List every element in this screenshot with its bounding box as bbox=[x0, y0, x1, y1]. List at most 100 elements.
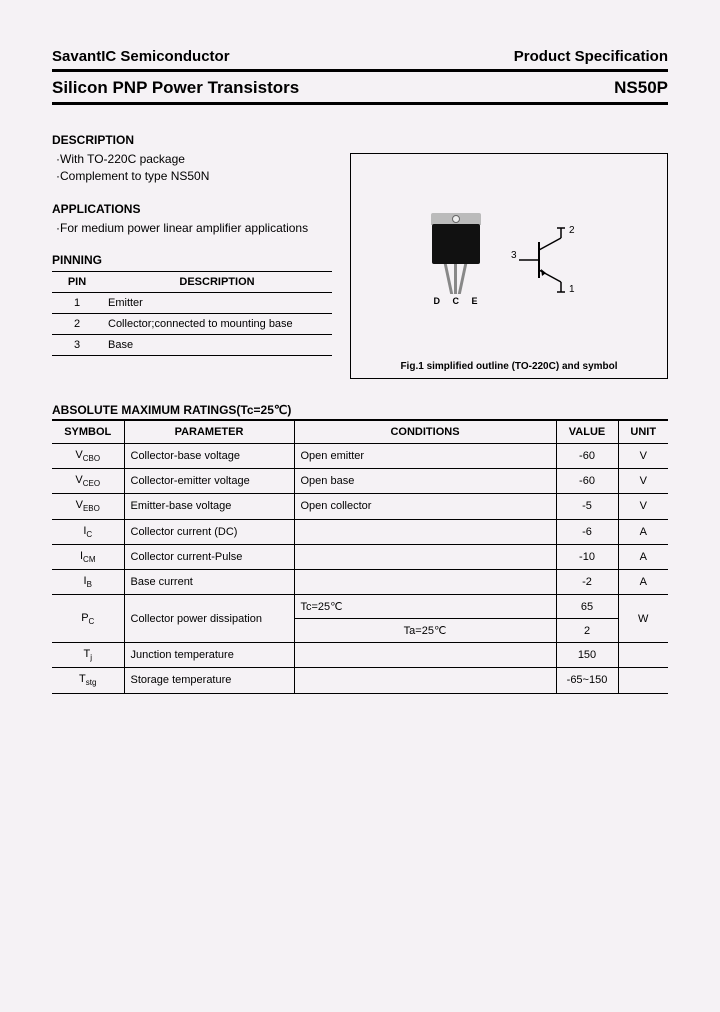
unit-cell: V bbox=[618, 469, 668, 494]
value-cell: 65 bbox=[556, 595, 618, 619]
symbol-cell: ICM bbox=[52, 544, 124, 569]
symbol-cell: VCBO bbox=[52, 444, 124, 469]
cond-cell: Open emitter bbox=[294, 444, 556, 469]
cond-cell bbox=[294, 544, 556, 569]
table-row: SYMBOL PARAMETER CONDITIONS VALUE UNIT bbox=[52, 420, 668, 444]
symbol-cell: VEBO bbox=[52, 494, 124, 519]
cond-cell bbox=[294, 519, 556, 544]
unit-cell: A bbox=[618, 519, 668, 544]
value-cell: -2 bbox=[556, 569, 618, 594]
pin-desc: Base bbox=[102, 335, 332, 356]
mounting-hole-icon bbox=[452, 215, 460, 223]
param-cell: Junction temperature bbox=[124, 643, 294, 668]
applications-heading: APPLICATIONS bbox=[52, 202, 332, 216]
lead-icon bbox=[458, 264, 467, 294]
cond-cell bbox=[294, 668, 556, 693]
pin-label: 3 bbox=[511, 250, 517, 261]
right-column: D C E 2 3 1 bbox=[350, 123, 668, 379]
value-cell: -5 bbox=[556, 494, 618, 519]
value-cell: -60 bbox=[556, 444, 618, 469]
param-cell: Collector current (DC) bbox=[124, 519, 294, 544]
col-conditions: CONDITIONS bbox=[294, 420, 556, 444]
col-value: VALUE bbox=[556, 420, 618, 444]
pin-desc: Emitter bbox=[102, 293, 332, 314]
table-row: PC Collector power dissipation Tc=25℃ 65… bbox=[52, 595, 668, 619]
cond-cell: Ta=25℃ bbox=[294, 619, 556, 643]
pin-num: 2 bbox=[52, 314, 102, 335]
table-row: VCEO Collector-emitter voltage Open base… bbox=[52, 469, 668, 494]
unit-cell bbox=[618, 668, 668, 693]
rule-title bbox=[52, 102, 668, 105]
value-cell: 150 bbox=[556, 643, 618, 668]
datasheet-page: SavantIC Semiconductor Product Specifica… bbox=[52, 48, 668, 694]
table-row: 1 Emitter bbox=[52, 293, 332, 314]
table-row: Tstg Storage temperature -65~150 bbox=[52, 668, 668, 693]
value-cell: -60 bbox=[556, 469, 618, 494]
table-row: IC Collector current (DC) -6 A bbox=[52, 519, 668, 544]
amr-heading: ABSOLUTE MAXIMUM RATINGS(Tc=25℃) bbox=[52, 403, 668, 417]
pinning-table: PIN DESCRIPTION 1 Emitter 2 Collector;co… bbox=[52, 271, 332, 356]
unit-cell bbox=[618, 643, 668, 668]
part-number: NS50P bbox=[614, 78, 668, 98]
table-row: IB Base current -2 A bbox=[52, 569, 668, 594]
table-row: VEBO Emitter-base voltage Open collector… bbox=[52, 494, 668, 519]
value-cell: -10 bbox=[556, 544, 618, 569]
cond-cell: Tc=25℃ bbox=[294, 595, 556, 619]
figure-caption: Fig.1 simplified outline (TO-220C) and s… bbox=[400, 361, 617, 372]
symbol-cell: VCEO bbox=[52, 469, 124, 494]
figure-inner: D C E 2 3 1 bbox=[361, 164, 657, 355]
col-parameter: PARAMETER bbox=[124, 420, 294, 444]
pin-label: 1 bbox=[569, 284, 575, 295]
symbol-cell: Tstg bbox=[52, 668, 124, 693]
spec-label: Product Specification bbox=[514, 48, 668, 65]
top-columns: DESCRIPTION ·With TO-220C package ·Compl… bbox=[52, 123, 668, 379]
lead-labels: D C E bbox=[433, 296, 482, 306]
pin-desc: Collector;connected to mounting base bbox=[102, 314, 332, 335]
package-leads bbox=[445, 264, 466, 294]
pinning-heading: PINNING bbox=[52, 253, 332, 267]
title-row: Silicon PNP Power Transistors NS50P bbox=[52, 78, 668, 98]
unit-cell: V bbox=[618, 444, 668, 469]
package-body bbox=[432, 224, 480, 264]
left-column: DESCRIPTION ·With TO-220C package ·Compl… bbox=[52, 123, 332, 379]
applications-text: ·For medium power linear amplifier appli… bbox=[56, 220, 332, 237]
param-cell: Storage temperature bbox=[124, 668, 294, 693]
figure-box: D C E 2 3 1 bbox=[350, 153, 668, 379]
header-row: SavantIC Semiconductor Product Specifica… bbox=[52, 48, 668, 65]
pin-num: 1 bbox=[52, 293, 102, 314]
table-row: VCBO Collector-base voltage Open emitter… bbox=[52, 444, 668, 469]
unit-cell: W bbox=[618, 595, 668, 643]
unit-cell: A bbox=[618, 544, 668, 569]
table-row: 3 Base bbox=[52, 335, 332, 356]
company-name: SavantIC Semiconductor bbox=[52, 48, 230, 65]
rule-top bbox=[52, 69, 668, 72]
amr-table: SYMBOL PARAMETER CONDITIONS VALUE UNIT V… bbox=[52, 419, 668, 694]
value-cell: -6 bbox=[556, 519, 618, 544]
col-pin: PIN bbox=[52, 272, 102, 293]
symbol-cell: IC bbox=[52, 519, 124, 544]
cond-cell bbox=[294, 569, 556, 594]
symbol-cell: PC bbox=[52, 595, 124, 643]
param-cell: Base current bbox=[124, 569, 294, 594]
col-symbol: SYMBOL bbox=[52, 420, 124, 444]
transistor-symbol-icon: 2 3 1 bbox=[511, 220, 589, 300]
symbol-cell: IB bbox=[52, 569, 124, 594]
table-row: PIN DESCRIPTION bbox=[52, 272, 332, 293]
pin-label: 2 bbox=[569, 225, 575, 236]
pin-num: 3 bbox=[52, 335, 102, 356]
unit-cell: V bbox=[618, 494, 668, 519]
symbol-cell: Tj bbox=[52, 643, 124, 668]
value-cell: -65~150 bbox=[556, 668, 618, 693]
cond-cell bbox=[294, 643, 556, 668]
package-outline: D C E bbox=[429, 213, 482, 306]
table-row: 2 Collector;connected to mounting base bbox=[52, 314, 332, 335]
param-cell: Emitter-base voltage bbox=[124, 494, 294, 519]
unit-cell: A bbox=[618, 569, 668, 594]
param-cell: Collector-emitter voltage bbox=[124, 469, 294, 494]
cond-cell: Open base bbox=[294, 469, 556, 494]
description-heading: DESCRIPTION bbox=[52, 133, 332, 147]
doc-title: Silicon PNP Power Transistors bbox=[52, 78, 299, 98]
lead-icon bbox=[444, 264, 453, 294]
col-unit: UNIT bbox=[618, 420, 668, 444]
description-line: ·With TO-220C package bbox=[56, 151, 332, 168]
